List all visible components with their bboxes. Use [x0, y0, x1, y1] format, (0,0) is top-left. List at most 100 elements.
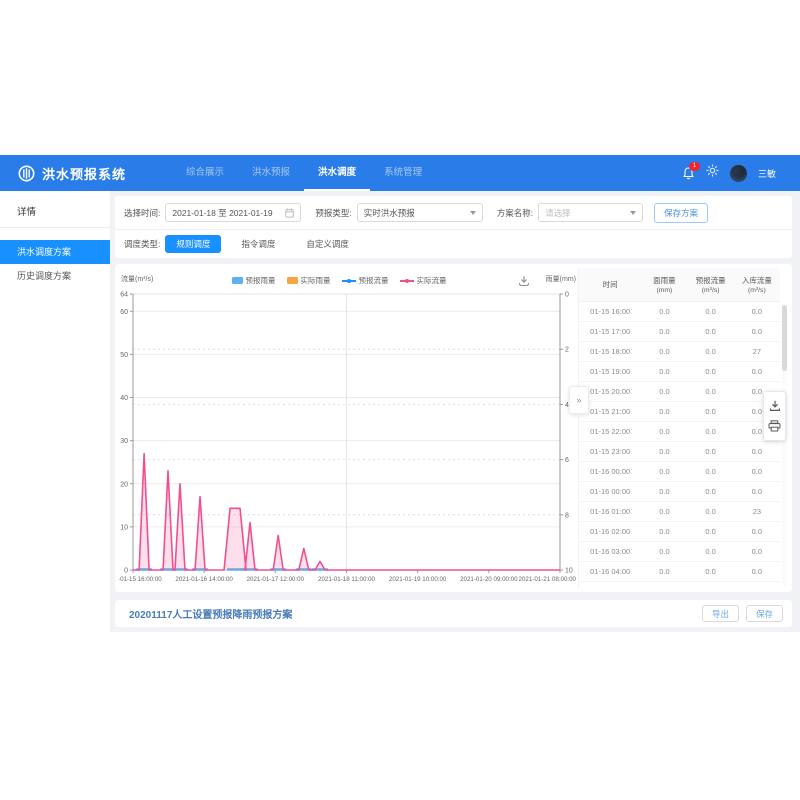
- table-cell: 0.0: [733, 541, 780, 562]
- table-row: 01-15 17:00 0.0 0.0 0.0: [579, 321, 780, 342]
- calendar-icon: [285, 207, 295, 218]
- plan-title: 20201117人工设置预报降雨预报方案: [129, 610, 293, 621]
- filter-card: 选择时间: 2021-01-18 至 2021-01-19 预报类型:: [115, 196, 792, 258]
- table-row: 01-16 04:00 0.0 0.0 0.0: [579, 561, 780, 582]
- table-download-icon[interactable]: [769, 400, 781, 412]
- nav-item-3[interactable]: 系统管理: [384, 167, 423, 178]
- dispatch-tab-1[interactable]: 指令调度: [241, 239, 276, 249]
- table-row: 01-16 03:00 0.0 0.0 0.0: [579, 541, 780, 562]
- legend-label: 预报流量: [358, 276, 389, 285]
- nav-item-2[interactable]: 洪水调度: [304, 155, 370, 191]
- svg-text:30: 30: [120, 438, 128, 445]
- app-logo-icon: [18, 165, 35, 181]
- save-plan-button[interactable]: 保存方案: [654, 202, 709, 223]
- dispatch-tab-0[interactable]: 规则调度: [165, 235, 222, 253]
- table-cell: 0.0: [641, 441, 688, 462]
- type-filter-label: 预报类型:: [315, 207, 352, 218]
- legend-swatch-icon: [286, 277, 298, 284]
- table-print-icon[interactable]: [768, 420, 781, 432]
- svg-text:64: 64: [120, 292, 128, 299]
- legend-item-2[interactable]: 预报流量: [341, 275, 389, 286]
- svg-text:雨量(mm): 雨量(mm): [546, 275, 576, 283]
- table-row: 01-16 00:00 0.0 0.0 0.0: [579, 461, 780, 482]
- result-table: 时间 面雨量 (mm) 预报流量 (m³/s) 入库流量 (m³/s) 01-15 16:0…: [579, 268, 780, 582]
- settings-gear-icon[interactable]: [706, 164, 719, 182]
- table-cell: 23: [733, 501, 780, 522]
- top-navbar: 洪水预报系统 综合展示 洪水预报 洪水调度 系统管理 1: [0, 155, 800, 191]
- table-cell: 0.0: [687, 501, 734, 522]
- user-avatar[interactable]: [729, 164, 747, 182]
- table-cell: 0.0: [641, 341, 688, 362]
- filter-divider: [115, 229, 792, 230]
- table-cell: 0.0: [687, 321, 734, 342]
- table-row: 01-15 18:00 0.0 0.0 27: [579, 341, 780, 362]
- table-cell: 01-15 19:00: [579, 361, 642, 382]
- svg-text:2021-01-21 08:00:00: 2021-01-21 08:00:00: [519, 576, 577, 583]
- dispatch-type-label: 调度类型:: [124, 239, 161, 249]
- plan-name-select[interactable]: 请选择: [538, 203, 644, 222]
- username-label[interactable]: 三敏: [757, 168, 776, 179]
- legend-item-3[interactable]: 实际流量: [399, 275, 447, 286]
- svg-text:2021-01-16 14:00:00: 2021-01-16 14:00:00: [175, 576, 233, 583]
- svg-text:2021-01-19 10:00:00: 2021-01-19 10:00:00: [389, 576, 447, 583]
- date-range-input[interactable]: 2021-01-18 至 2021-01-19: [165, 203, 302, 222]
- app-title: 洪水预报系统: [42, 166, 127, 182]
- legend-label: 实际雨量: [300, 276, 331, 285]
- forecast-type-select[interactable]: 实时洪水预报: [356, 203, 483, 222]
- table-floating-toolbar: [763, 391, 786, 441]
- scrollbar-thumb[interactable]: [782, 305, 787, 371]
- dispatch-tabs: 规则调度 指令调度 自定义调度: [165, 235, 369, 253]
- legend-item-1[interactable]: 实际雨量: [286, 275, 331, 286]
- table-cell: 01-15 20:00: [579, 381, 642, 402]
- svg-text:20: 20: [120, 481, 128, 488]
- sidebar-item-1[interactable]: 历史调度方案: [17, 271, 72, 281]
- dispatch-tab-2[interactable]: 自定义调度: [306, 239, 349, 249]
- sidebar-divider: [0, 227, 110, 228]
- notification-bell-icon[interactable]: 1: [682, 162, 700, 180]
- table-collapse-button[interactable]: »: [569, 386, 589, 414]
- svg-text:10: 10: [565, 568, 573, 575]
- table-cell: 01-16 01:00: [579, 501, 642, 522]
- chevron-down-icon: [469, 210, 476, 215]
- table-cell: 0.0: [687, 441, 734, 462]
- save-button[interactable]: 保存: [745, 605, 783, 622]
- table-cell: 0.0: [641, 301, 688, 322]
- app-window: 洪水预报系统 综合展示 洪水预报 洪水调度 系统管理 1: [0, 155, 800, 632]
- table-row: 01-15 20:00 0.0 0.0 0.0: [579, 381, 780, 402]
- sidebar-item-0[interactable]: 洪水调度方案: [0, 240, 110, 264]
- time-filter-label: 选择时间:: [124, 207, 161, 218]
- svg-text:流量(m³/s): 流量(m³/s): [121, 274, 153, 283]
- nav-item-0[interactable]: 综合展示: [186, 167, 225, 178]
- svg-text:2021-01-20 09:00:00: 2021-01-20 09:00:00: [460, 576, 518, 583]
- table-cell: 0.0: [641, 421, 688, 442]
- table-cell: 01-15 23:00: [579, 441, 642, 462]
- svg-text:8: 8: [565, 512, 569, 519]
- left-sidebar: 详情 洪水调度方案 历史调度方案: [0, 191, 110, 632]
- legend-item-0[interactable]: 预报雨量: [231, 275, 276, 286]
- nav-item-1[interactable]: 洪水预报: [252, 167, 291, 178]
- app-brand: 洪水预报系统: [18, 164, 126, 183]
- legend-label: 实际流量: [416, 276, 447, 285]
- table-cell: 0.0: [687, 561, 734, 582]
- table-cell: 0.0: [641, 561, 688, 582]
- chart-download-icon[interactable]: [518, 274, 530, 292]
- navbar-right: 1 三敏: [682, 162, 776, 182]
- table-cell: 0.0: [641, 521, 688, 542]
- table-cell: 0.0: [641, 501, 688, 522]
- table-cell: 0.0: [733, 521, 780, 542]
- table-cell: 01-16 00:00: [579, 461, 642, 482]
- table-cell: 01-16 03:00: [579, 541, 642, 562]
- plan-footer-bar: 20201117人工设置预报降雨预报方案 导出 保存: [115, 600, 792, 627]
- table-scrollbar[interactable]: [782, 304, 787, 585]
- table-cell: 0.0: [641, 361, 688, 382]
- table-cell: 01-16 04:00: [579, 561, 642, 582]
- table-cell: 0.0: [641, 541, 688, 562]
- main-nav: 综合展示 洪水预报 洪水调度 系统管理: [172, 155, 436, 191]
- table-cell: 0.0: [687, 341, 734, 362]
- export-button[interactable]: 导出: [701, 605, 739, 622]
- table-cell: 0.0: [733, 321, 780, 342]
- table-cell: 0.0: [687, 461, 734, 482]
- table-cell: 01-15 17:00: [579, 321, 642, 342]
